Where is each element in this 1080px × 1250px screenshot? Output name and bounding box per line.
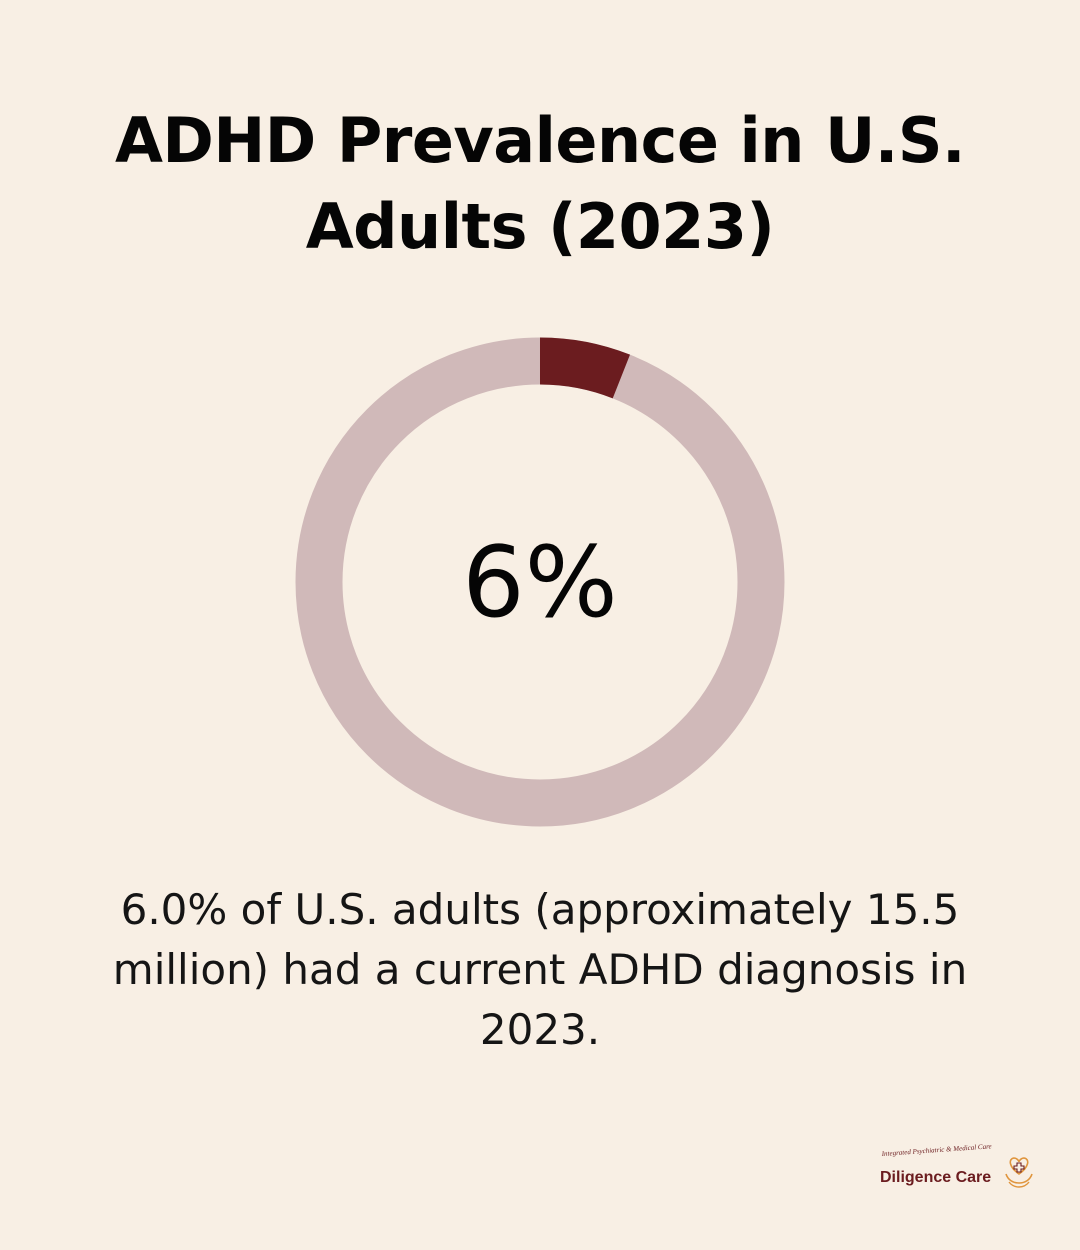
- description-text: 6.0% of U.S. adults (approximately 15.5 …: [112, 885, 968, 1054]
- donut-value-slice: [539, 337, 631, 399]
- heart-hands-icon: [1005, 1157, 1033, 1188]
- brand-logo: Integrated Psychiatric & Medical Care Di…: [876, 1142, 1038, 1196]
- logo-name: Diligence Care: [880, 1169, 992, 1186]
- donut-center-label: 6%: [462, 526, 617, 640]
- page-title: ADHD Prevalence in U.S. Adults (2023): [114, 104, 966, 263]
